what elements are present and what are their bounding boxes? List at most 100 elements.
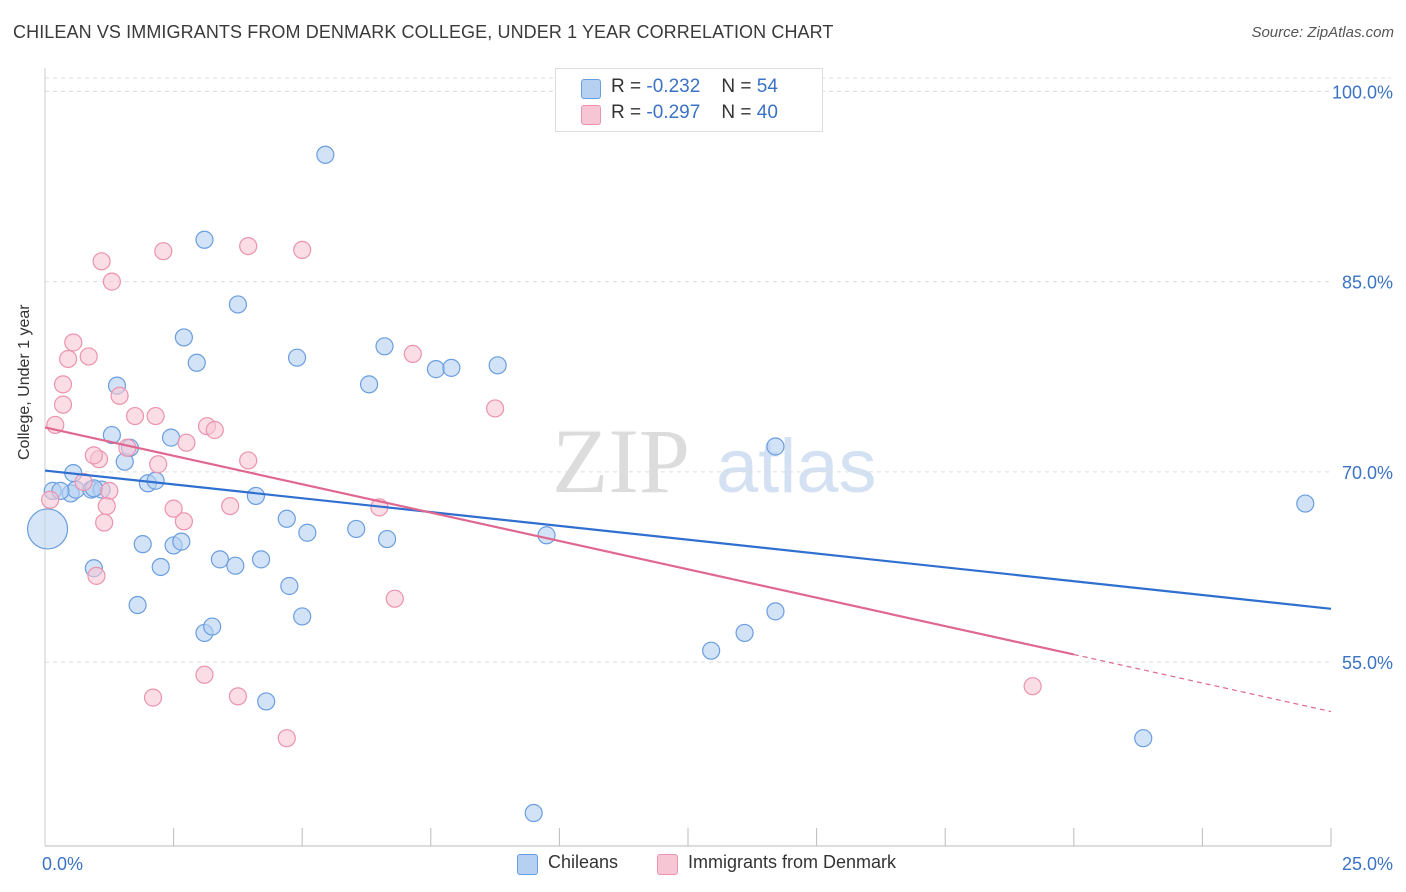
x-axis-tick-labels: 0.0% 25.0% <box>42 854 1393 874</box>
x-tick-label: 0.0% <box>42 854 83 874</box>
chileans-point <box>161 428 181 447</box>
denmark-point <box>174 512 193 531</box>
chileans-point <box>766 602 785 621</box>
denmark-point <box>74 472 93 492</box>
denmark-point <box>221 496 240 516</box>
denmark-point <box>95 513 114 532</box>
chileans-point <box>316 145 335 164</box>
watermark-atlas: atlas <box>716 424 877 509</box>
chileans-point <box>377 529 397 549</box>
x-tick-label: 25.0% <box>1342 854 1393 874</box>
denmark-point <box>486 399 505 418</box>
chileans-point <box>246 486 266 506</box>
denmark-point <box>164 499 183 518</box>
denmark-point <box>293 240 312 260</box>
denmark-points <box>41 236 1042 748</box>
chileans-point <box>128 595 147 615</box>
chileans-point <box>359 375 379 394</box>
chileans-point <box>210 550 229 569</box>
watermark: ZIP atlas <box>552 410 877 512</box>
denmark-point <box>403 344 422 364</box>
legend-n-label: N = <box>721 76 752 97</box>
denmark-point <box>53 375 73 394</box>
legend-n-value: 40 <box>756 102 778 123</box>
denmark-point <box>125 406 145 426</box>
chileans-trend-line <box>44 469 1332 610</box>
legend-r-value: -0.232 <box>646 76 701 97</box>
denmark-point <box>149 455 168 474</box>
denmark-point <box>154 242 173 261</box>
chileans-point <box>187 353 206 372</box>
y-axis-label: College, Under 1 year <box>16 304 33 460</box>
chileans-point <box>347 519 366 539</box>
chileans-point <box>257 692 276 711</box>
chileans-point <box>277 509 296 528</box>
chileans-point <box>226 556 245 575</box>
denmark-point <box>41 490 60 509</box>
legend-swatch-blue <box>581 79 601 99</box>
y-axis-tick-labels: 100.0% 85.0% 70.0% 55.0% <box>1332 82 1393 673</box>
chileans-point <box>702 641 721 660</box>
chileans-point <box>293 607 312 626</box>
denmark-point <box>146 406 165 426</box>
denmark-point <box>92 252 111 271</box>
denmark-point <box>143 688 163 707</box>
chileans-point <box>1134 729 1153 748</box>
chileans-point <box>524 803 543 823</box>
chart-title: CHILEAN VS IMMIGRANTS FROM DENMARK COLLE… <box>13 22 834 42</box>
chileans-point <box>488 356 507 375</box>
chileans-point <box>287 348 307 367</box>
denmark-trend-line <box>44 426 1075 656</box>
chileans-point <box>151 557 170 577</box>
denmark-point <box>79 347 98 366</box>
denmark-point <box>59 349 78 369</box>
chileans-point <box>26 508 69 550</box>
chileans-swatch <box>517 854 538 875</box>
denmark-point <box>100 481 119 500</box>
chileans-point <box>426 360 446 379</box>
y-tick-label: 55.0% <box>1342 653 1393 673</box>
chileans-point <box>298 523 317 542</box>
legend-n-value: 54 <box>756 76 778 97</box>
chileans-point <box>375 337 394 356</box>
x-axis-ticks <box>173 828 1332 846</box>
chileans-point <box>172 532 191 551</box>
denmark-point <box>97 496 116 516</box>
denmark-point <box>53 395 73 414</box>
watermark-zip: ZIP <box>552 410 690 512</box>
chileans-point <box>174 328 193 347</box>
chileans-point <box>442 358 461 377</box>
chileans-point <box>195 230 214 249</box>
denmark-label: Immigrants from Denmark <box>688 852 897 872</box>
y-tick-label: 100.0% <box>1332 82 1393 102</box>
denmark-point <box>228 687 247 706</box>
chileans-point <box>251 550 271 569</box>
chileans-point <box>133 535 152 554</box>
legend-n-label: N = <box>721 102 752 123</box>
denmark-point <box>277 729 296 748</box>
legend-r-value: -0.297 <box>646 102 701 123</box>
denmark-point <box>102 272 121 291</box>
chileans-point <box>1296 494 1315 513</box>
chileans-point <box>537 526 556 545</box>
chileans-point <box>766 437 785 456</box>
source-credit: Source: ZipAtlas.com <box>1251 24 1394 41</box>
chileans-point <box>228 295 247 314</box>
chileans-point <box>280 576 299 596</box>
y-gridlines <box>45 77 1391 663</box>
legend-r-label: R = <box>611 102 642 123</box>
y-tick-label: 85.0% <box>1342 273 1393 293</box>
trend-lines <box>44 426 1332 713</box>
denmark-point <box>385 589 404 608</box>
chileans-label: Chileans <box>548 852 619 872</box>
denmark-point <box>239 236 258 256</box>
y-tick-label: 70.0% <box>1342 463 1393 483</box>
denmark-point <box>177 433 196 452</box>
denmark-point <box>64 333 83 352</box>
denmark-point <box>110 386 129 405</box>
denmark-swatch <box>657 854 678 875</box>
chileans-point <box>102 425 121 445</box>
denmark-point <box>84 446 103 465</box>
denmark-point <box>205 420 224 440</box>
